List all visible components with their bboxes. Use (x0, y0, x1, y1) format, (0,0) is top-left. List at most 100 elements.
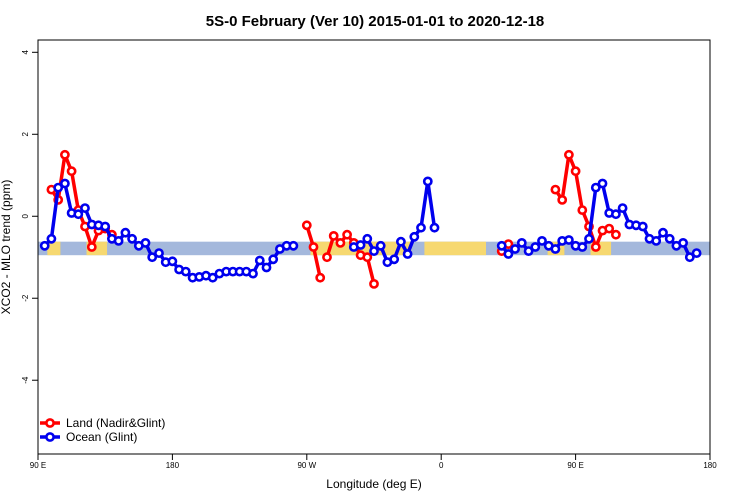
data-point (268, 254, 279, 265)
data-point (516, 237, 527, 248)
data-point (46, 233, 57, 244)
data-point (684, 252, 695, 263)
x-tick-label: 90 E (30, 461, 46, 470)
land-band-segment (424, 241, 486, 256)
data-point (550, 244, 561, 254)
y-tick-label: 4 (21, 50, 30, 55)
data-point (590, 242, 601, 252)
data-point (597, 178, 608, 189)
data-point (590, 182, 601, 193)
data-point (557, 194, 568, 205)
data-point (409, 231, 420, 242)
legend-label: Ocean (Glint) (66, 430, 137, 444)
data-point (288, 240, 299, 251)
data-point (355, 240, 366, 250)
data-point (537, 235, 547, 246)
data-point (530, 242, 541, 252)
data-point (369, 278, 379, 289)
data-point (691, 248, 702, 258)
data-point (496, 240, 507, 251)
data-point (422, 176, 433, 187)
data-point (564, 235, 574, 245)
series-layer (39, 149, 702, 289)
data-point (611, 209, 621, 220)
x-tick-label: 90 W (297, 461, 316, 470)
data-point (180, 266, 191, 277)
data-point (167, 256, 178, 267)
data-point (651, 235, 662, 246)
land-band-segment (47, 241, 61, 256)
x-axis: 90 E 180 90 W 0 90 E 180 (30, 454, 717, 470)
x-axis-label: Longitude (deg E) (326, 477, 421, 491)
data-point (570, 166, 581, 177)
y-tick-label: 0 (21, 213, 30, 218)
data-point (416, 222, 426, 233)
data-point (577, 205, 588, 215)
data-point (39, 240, 50, 251)
legend-marker (45, 418, 55, 428)
ocean-series (39, 176, 702, 283)
land-series (46, 149, 621, 289)
legend: Land (Nadir&Glint)Ocean (Glint) (40, 416, 165, 444)
data-point (550, 184, 561, 195)
legend-label: Land (Nadir&Glint) (66, 416, 165, 430)
x-tick-label: 180 (166, 461, 180, 470)
data-point (342, 229, 352, 240)
data-point (322, 252, 332, 263)
data-point (113, 235, 124, 246)
chart-title: 5S-0 February (Ver 10) 2015-01-01 to 202… (206, 13, 545, 30)
data-point (261, 262, 272, 273)
data-point (429, 222, 440, 233)
data-point (60, 178, 70, 189)
data-point (207, 272, 218, 283)
data-point (127, 233, 137, 244)
legend-marker (45, 432, 55, 442)
data-point (254, 255, 265, 266)
data-point (369, 246, 379, 256)
data-point (503, 249, 514, 259)
data-point (395, 236, 406, 247)
y-axis: -4 -2 0 2 4 (21, 50, 38, 384)
x-tick-label: 180 (703, 461, 717, 470)
data-point (140, 237, 151, 248)
data-point (658, 227, 668, 238)
data-point (584, 233, 594, 244)
data-point (362, 252, 373, 263)
data-point (86, 242, 97, 252)
data-point (637, 221, 648, 232)
plot-frame (37, 39, 711, 455)
y-tick-label: -2 (21, 294, 30, 302)
data-point (678, 237, 688, 248)
data-point (120, 227, 131, 238)
data-point (362, 233, 373, 244)
data-point (100, 221, 111, 232)
data-point (523, 246, 534, 256)
y-tick-label: -4 (21, 376, 30, 384)
data-point (389, 254, 400, 265)
data-point (335, 237, 346, 248)
data-point (301, 220, 312, 231)
data-point (375, 240, 386, 251)
x-tick-label: 0 (439, 461, 444, 470)
legend-item: Land (Nadir&Glint) (40, 416, 165, 430)
legend-item: Ocean (Glint) (40, 430, 137, 444)
data-point (60, 149, 70, 160)
data-point (154, 248, 164, 258)
data-point (73, 209, 84, 220)
data-point (315, 272, 326, 283)
data-point (308, 242, 319, 252)
data-point (564, 149, 574, 160)
data-point (80, 203, 90, 213)
data-point (53, 182, 64, 193)
data-point (147, 252, 158, 263)
data-point (617, 203, 628, 213)
y-axis-label: XCO2 - MLO trend (ppm) (0, 180, 13, 315)
data-point (66, 166, 77, 177)
data-point (664, 233, 675, 244)
x-tick-label: 90 E (567, 461, 583, 470)
data-point (402, 249, 413, 259)
y-tick-label: 2 (21, 132, 30, 137)
data-point (611, 229, 621, 240)
data-point (248, 268, 258, 279)
